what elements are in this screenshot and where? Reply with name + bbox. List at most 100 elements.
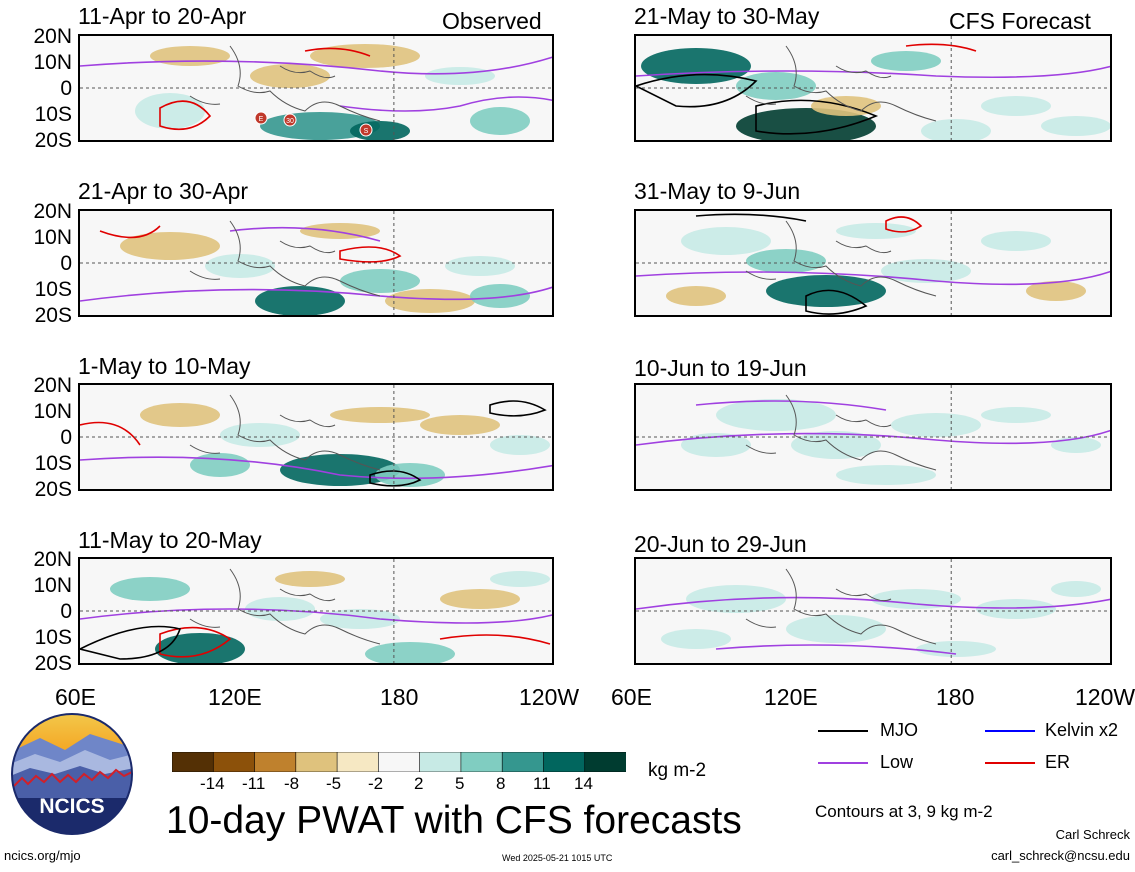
pwat-anomaly-fill: [250, 64, 330, 88]
wave-contour: [636, 596, 1110, 610]
lon-label: 60E: [55, 684, 96, 710]
wave-contour: [755, 99, 879, 135]
storm-marker: E: [254, 111, 268, 125]
lat-label: 20N: [33, 25, 72, 48]
colorbar: [171, 751, 627, 773]
pwat-anomaly-fill: [661, 629, 731, 649]
wave-contour: [80, 286, 552, 302]
colorbar-swatch: [460, 751, 503, 773]
wave-contour: [304, 47, 371, 57]
colorbar-swatch: [543, 751, 586, 773]
author-email[interactable]: carl_schreck@ncsu.edu: [991, 848, 1130, 863]
ncics-logo[interactable]: NCICS: [10, 712, 134, 836]
wave-contour: [80, 456, 552, 480]
site-link[interactable]: ncics.org/mjo: [4, 848, 81, 863]
pwat-anomaly-fill: [1051, 581, 1101, 597]
colorbar-swatch: [419, 751, 462, 773]
lat-label: 10S: [34, 626, 72, 649]
pwat-anomaly-fill: [155, 633, 245, 663]
panel-title: 20-Jun to 29-Jun: [634, 531, 807, 557]
colorbar-tick-label: -5: [326, 774, 342, 793]
wave-contour: [229, 226, 381, 242]
pwat-anomaly-fill: [205, 254, 275, 278]
pwat-anomaly-fill: [120, 232, 220, 260]
lat-label: 10N: [33, 574, 72, 597]
legend-label-mjo: MJO: [880, 720, 918, 740]
colorbar-swatch: [584, 751, 627, 773]
wave-contour: [439, 634, 551, 645]
map-panel: [634, 209, 1112, 317]
pwat-anomaly-fill: [440, 589, 520, 609]
pwat-anomaly-fill: [981, 407, 1051, 423]
wave-contour: [80, 56, 552, 75]
lat-label: 10N: [33, 51, 72, 74]
pwat-anomaly-fill: [275, 571, 345, 587]
colorbar-swatch: [212, 751, 256, 773]
pwat-anomaly-fill: [891, 413, 981, 437]
pwat-anomaly-fill: [140, 403, 220, 427]
pwat-anomaly-fill: [110, 577, 190, 601]
colorbar-swatch: [171, 751, 215, 773]
pwat-anomaly-fill: [921, 119, 991, 140]
wave-contour: [636, 429, 1110, 446]
wave-contour: [885, 216, 923, 233]
map-panel: [78, 557, 554, 665]
pwat-anomaly-fill: [681, 433, 751, 457]
colorbar-swatch: [501, 751, 545, 773]
lon-label: 120E: [208, 684, 262, 710]
wave-contour: [636, 270, 1110, 286]
timestamp: Wed 2025-05-21 1015 UTC: [502, 853, 613, 863]
pwat-anomaly-fill: [881, 259, 971, 283]
wave-contour: [80, 625, 182, 660]
coastline: [189, 568, 381, 645]
colorbar-units: kg m-2: [648, 760, 707, 781]
map-panel: [634, 34, 1112, 142]
panel-title: 21-Apr to 30-Apr: [78, 178, 249, 204]
pwat-anomaly-fill: [190, 453, 250, 477]
pwat-anomaly-fill: [746, 249, 826, 273]
colorbar-tick-label: -11: [242, 774, 266, 793]
colorbar-swatch: [378, 751, 421, 773]
svg-text:S: S: [364, 128, 369, 135]
pwat-anomaly-fill: [791, 431, 881, 459]
pwat-anomaly-fill: [641, 48, 751, 84]
lon-label: 120W: [1075, 686, 1135, 709]
legend-label-er: ER: [1045, 752, 1071, 772]
coastline: [189, 45, 381, 122]
coastline: [189, 394, 381, 471]
lat-label: 0: [60, 426, 72, 449]
lon-label: 120W: [519, 684, 580, 710]
lat-label: 10N: [33, 400, 72, 423]
panel-title: 11-May to 20-May: [78, 527, 262, 553]
wave-contour: [339, 246, 402, 263]
pwat-anomaly-fill: [150, 46, 230, 66]
svg-text:30: 30: [286, 118, 294, 125]
pwat-anomaly-fill: [340, 269, 420, 293]
wave-contour: [99, 225, 161, 239]
contour-note: Contours at 3, 9 kg m-2: [815, 802, 993, 821]
wave-contour: [369, 470, 422, 487]
pwat-anomaly-fill: [666, 286, 726, 306]
wave-contour: [159, 100, 212, 131]
pwat-anomaly-fill: [300, 223, 380, 239]
lat-label: 10S: [34, 452, 72, 475]
pwat-anomaly-fill: [425, 67, 495, 85]
pwat-anomaly-fill: [245, 597, 315, 621]
colorbar-tick-label: 8: [496, 774, 506, 793]
colorbar-swatch: [295, 751, 338, 773]
wave-contour: [80, 608, 552, 624]
colorbar-tick-label: 5: [455, 774, 465, 793]
forecast-tag: CFS Forecast: [949, 8, 1091, 34]
lat-label: 10S: [34, 278, 72, 301]
lat-label: 20N: [33, 548, 72, 571]
wave-contour: [339, 96, 552, 112]
wave-contour: [159, 626, 232, 658]
main-title: 10-day PWAT with CFS forecasts: [166, 799, 742, 842]
pwat-anomaly-fill: [736, 72, 816, 100]
pwat-anomaly-fill: [976, 599, 1056, 619]
wave-contour: [695, 213, 807, 222]
colorbar-swatch: [336, 751, 380, 773]
colorbar-tick-label: 11: [533, 774, 551, 793]
pwat-anomaly-fill: [836, 223, 916, 239]
wave-contour: [715, 644, 957, 655]
